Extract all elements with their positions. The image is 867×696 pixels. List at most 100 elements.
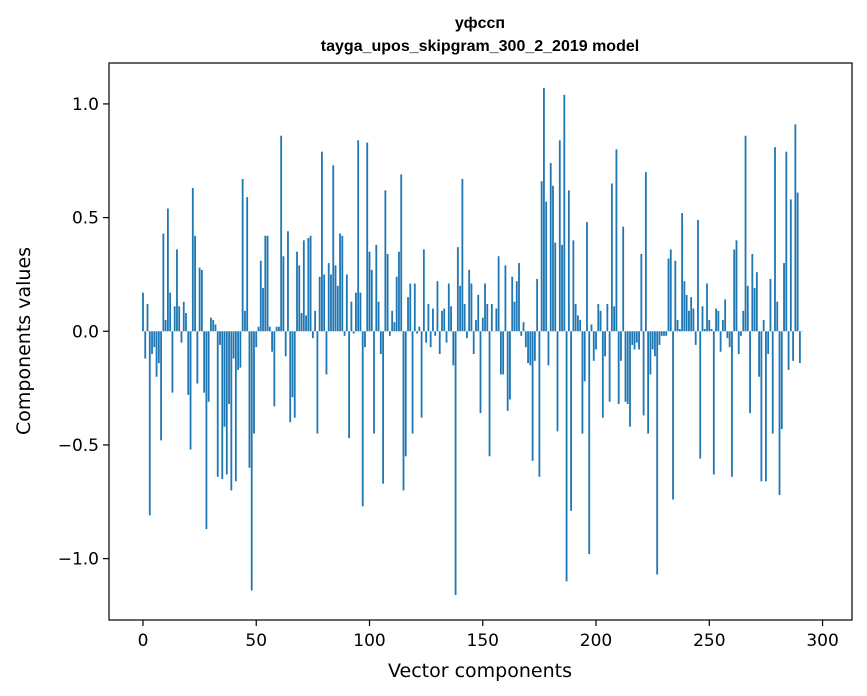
bar-56 bbox=[268, 326, 271, 332]
chart-title: уфссп bbox=[455, 15, 505, 32]
bar-271 bbox=[755, 272, 758, 332]
bar-277 bbox=[769, 278, 772, 332]
bar-139 bbox=[456, 247, 459, 332]
bar-48 bbox=[250, 331, 253, 591]
bar-9 bbox=[162, 233, 165, 332]
bar-45 bbox=[244, 310, 246, 332]
bar-172 bbox=[531, 331, 534, 461]
bar-243 bbox=[692, 308, 695, 332]
bar-130 bbox=[436, 281, 439, 332]
bar-73 bbox=[307, 238, 310, 332]
bar-111 bbox=[393, 322, 396, 332]
bar-204 bbox=[604, 331, 606, 357]
bar-54 bbox=[264, 235, 267, 332]
bar-87 bbox=[339, 233, 341, 332]
bar-221 bbox=[642, 331, 645, 416]
bar-255 bbox=[719, 331, 722, 352]
bar-108 bbox=[386, 253, 389, 332]
bar-103 bbox=[375, 244, 378, 332]
bar-191 bbox=[574, 303, 577, 332]
bar-47 bbox=[248, 331, 251, 468]
bar-196 bbox=[586, 222, 588, 332]
bar-4 bbox=[151, 331, 153, 354]
bar-157 bbox=[497, 256, 500, 332]
bar-33 bbox=[216, 331, 219, 477]
bar-79 bbox=[321, 151, 323, 332]
y-tick-label: 1.0 bbox=[72, 95, 99, 115]
bar-31 bbox=[212, 319, 215, 332]
bar-115 bbox=[402, 331, 405, 491]
bar-282 bbox=[780, 331, 783, 430]
bar-82 bbox=[327, 263, 330, 332]
bar-118 bbox=[409, 283, 412, 332]
x-tick-label: 150 bbox=[467, 631, 499, 651]
x-tick-label: 250 bbox=[693, 631, 725, 651]
bar-37 bbox=[225, 331, 228, 475]
bar-105 bbox=[379, 331, 382, 354]
bar-189 bbox=[570, 331, 573, 511]
bar-144 bbox=[468, 269, 471, 332]
bar-143 bbox=[466, 331, 468, 339]
bar-71 bbox=[302, 240, 305, 332]
bar-201 bbox=[597, 303, 600, 332]
bar-99 bbox=[366, 142, 369, 332]
x-tick-label: 100 bbox=[353, 631, 385, 651]
bar-70 bbox=[300, 313, 303, 332]
bar-140 bbox=[459, 285, 462, 332]
bar-109 bbox=[388, 331, 391, 336]
bar-78 bbox=[318, 276, 321, 332]
bar-90 bbox=[345, 274, 348, 332]
bar-240 bbox=[685, 294, 688, 332]
bar-171 bbox=[529, 331, 532, 366]
bar-119 bbox=[411, 331, 414, 434]
bar-60 bbox=[277, 326, 280, 332]
bar-222 bbox=[644, 172, 647, 332]
bar-69 bbox=[298, 265, 301, 332]
bar-187 bbox=[565, 331, 568, 582]
bar-63 bbox=[284, 331, 287, 357]
bar-22 bbox=[191, 188, 194, 332]
bar-179 bbox=[547, 331, 550, 366]
bar-269 bbox=[751, 253, 754, 332]
bar-23 bbox=[194, 235, 196, 332]
bar-232 bbox=[667, 258, 670, 332]
bar-235 bbox=[674, 260, 677, 332]
bar-237 bbox=[678, 329, 681, 332]
bar-127 bbox=[429, 331, 432, 348]
bar-215 bbox=[629, 331, 631, 427]
bar-106 bbox=[382, 331, 384, 484]
bar-75 bbox=[311, 331, 314, 339]
bar-156 bbox=[495, 308, 498, 332]
bar-91 bbox=[348, 331, 351, 439]
x-axis-label: Vector components bbox=[388, 660, 572, 682]
y-tick-label: 0.0 bbox=[72, 322, 99, 342]
bar-252 bbox=[712, 331, 715, 475]
bar-3 bbox=[148, 331, 151, 516]
bar-273 bbox=[760, 331, 763, 482]
bar-8 bbox=[160, 331, 162, 441]
plot-frame bbox=[108, 62, 853, 621]
chart-subtitle: tayga_upos_skipgram_300_2_2019 model bbox=[321, 38, 639, 55]
bar-289 bbox=[796, 192, 799, 332]
bar-53 bbox=[262, 288, 264, 332]
bar-167 bbox=[520, 331, 523, 336]
bar-285 bbox=[787, 331, 790, 370]
bar-85 bbox=[334, 265, 337, 332]
bar-113 bbox=[398, 251, 400, 332]
bar-278 bbox=[771, 331, 774, 434]
bar-284 bbox=[785, 151, 788, 332]
bar-29 bbox=[207, 331, 210, 402]
bar-263 bbox=[737, 331, 740, 354]
bar-245 bbox=[697, 219, 699, 332]
bar-13 bbox=[171, 331, 174, 393]
bar-210 bbox=[617, 331, 620, 405]
bar-260 bbox=[731, 331, 733, 477]
bar-49 bbox=[253, 331, 255, 434]
bar-251 bbox=[710, 329, 713, 332]
bar-178 bbox=[545, 201, 548, 332]
bar-181 bbox=[552, 185, 554, 332]
bar-34 bbox=[219, 331, 221, 345]
bar-160 bbox=[504, 265, 507, 332]
y-tick-label: −1.0 bbox=[58, 550, 99, 570]
